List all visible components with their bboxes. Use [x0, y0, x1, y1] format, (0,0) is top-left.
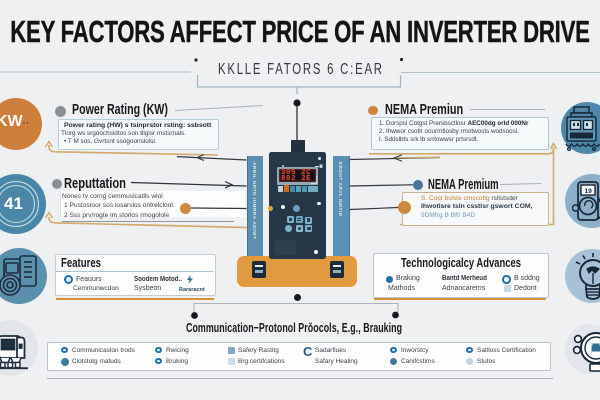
svg-text:19: 19: [585, 188, 593, 195]
